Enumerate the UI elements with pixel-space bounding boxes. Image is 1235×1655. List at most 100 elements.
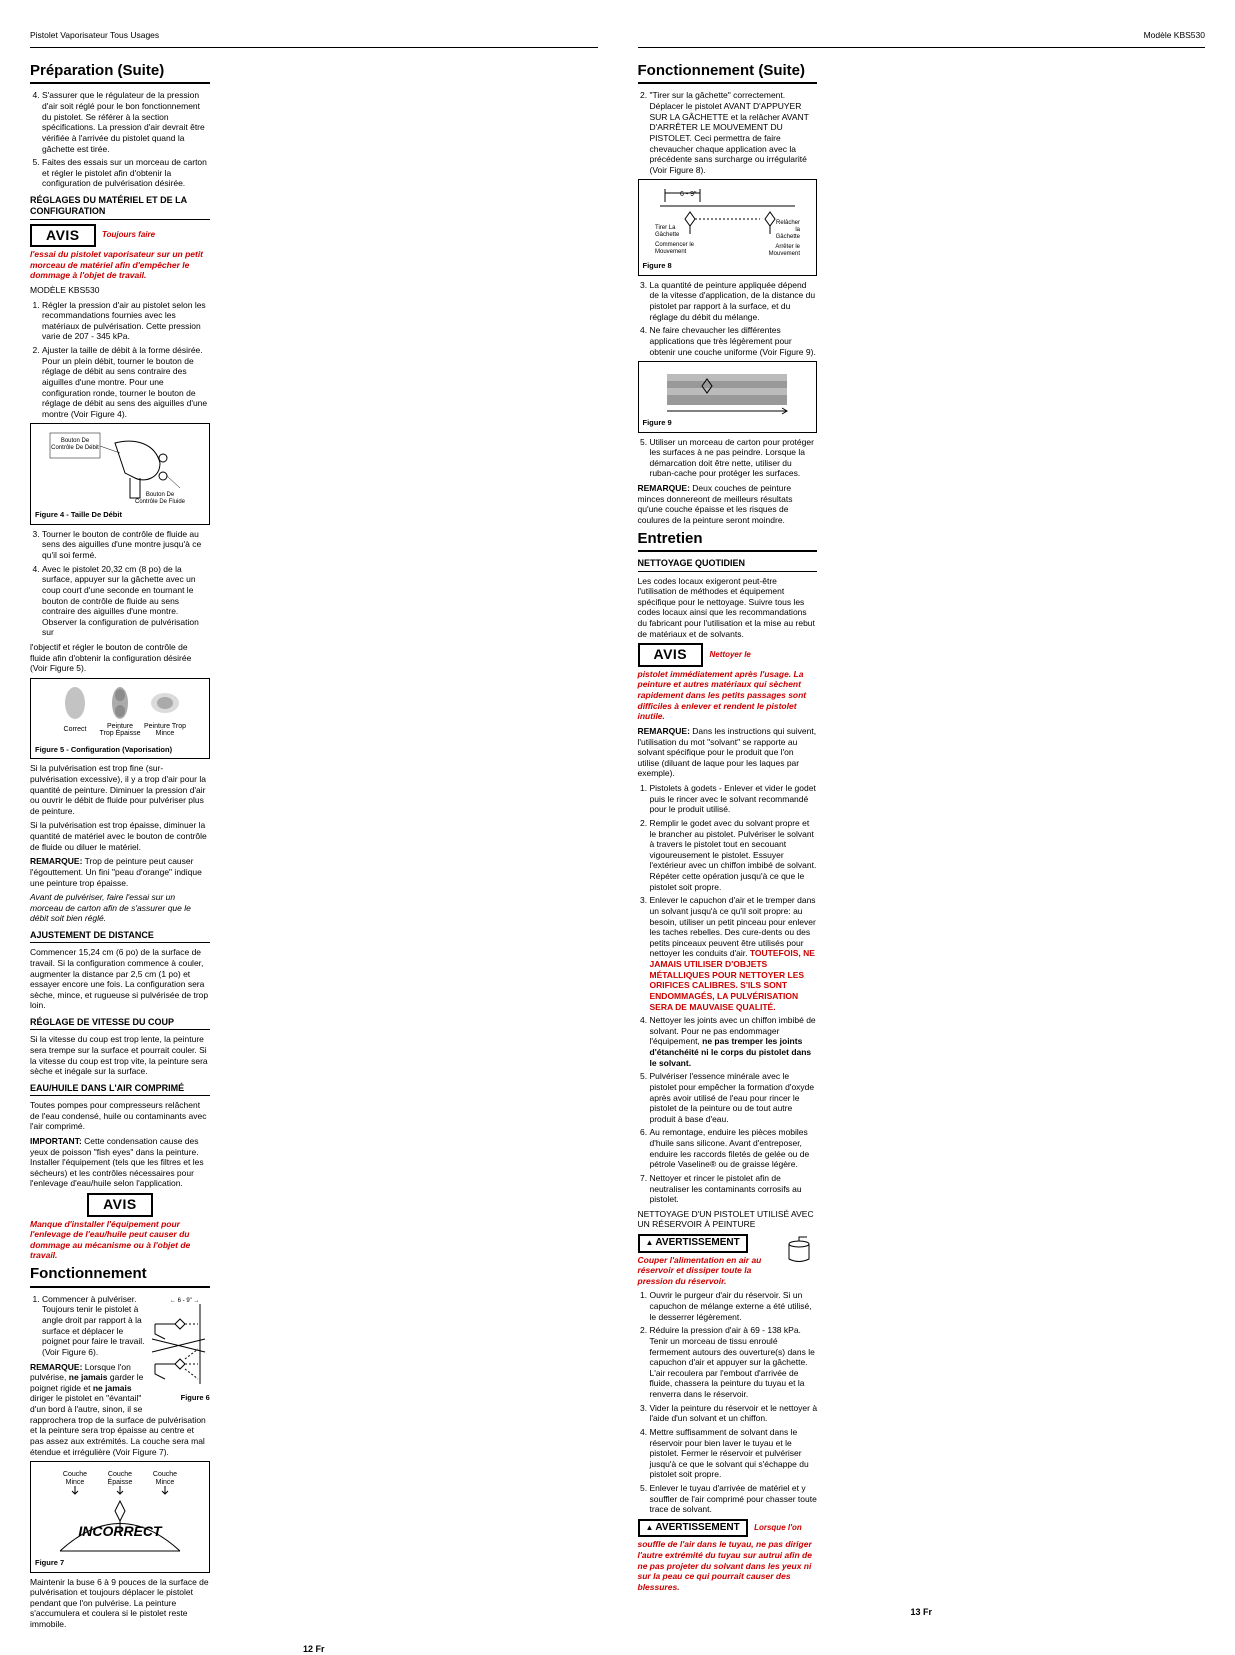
- body-text: Les codes locaux exigeront peut-être l'u…: [638, 576, 818, 640]
- fonct-list-cont2: Utiliser un morceau de carton pour proté…: [638, 437, 818, 480]
- list-item: Faites des essais sur un morceau de cart…: [42, 157, 210, 189]
- figure-8-caption: Figure 8: [643, 261, 813, 270]
- list-item: Avec le pistolet 20,32 cm (8 po) de la s…: [42, 564, 210, 638]
- svg-text:Relâcher: Relâcher: [776, 220, 800, 226]
- list-item: Remplir le godet avec du solvant propre …: [650, 818, 818, 892]
- list-item: Nettoyer et rincer le pistolet afin de n…: [650, 1173, 818, 1205]
- reglages-list: Régler la pression d'air au pistolet sel…: [30, 300, 210, 420]
- heading-fonctionnement: Fonctionnement: [30, 1265, 210, 1288]
- avis-block-1: AVIS Toujours faire l'essai du pistolet …: [30, 224, 210, 281]
- avis-label: AVIS: [638, 643, 704, 667]
- figure-4-svg: Bouton De Contrôle De Débit Bouton De Co…: [45, 428, 195, 508]
- list-item: "Tirer sur la gâchette" correctement. Dé…: [650, 90, 818, 175]
- page-columns: Fonctionnement (Suite) "Tirer sur la gâc…: [638, 58, 1206, 1597]
- svg-text:Couche: Couche: [108, 1471, 132, 1478]
- list-item: La quantité de peinture appliquée dépend…: [650, 280, 818, 323]
- figure-6: ← 6 - 9" → Figure 6: [150, 1294, 210, 1403]
- page-footer: 12 Fr: [30, 1644, 598, 1655]
- svg-text:Gâchette: Gâchette: [776, 234, 801, 240]
- svg-text:Trop Épaisse: Trop Épaisse: [99, 728, 140, 737]
- avis-text: pistolet immédiatement après l'usage. La…: [638, 669, 818, 722]
- svg-text:Épaisse: Épaisse: [107, 1477, 132, 1486]
- list-item: Utiliser un morceau de carton pour proté…: [650, 437, 818, 480]
- avert-text: souffle de l'air dans le tuyau, ne pas d…: [638, 1539, 818, 1592]
- svg-text:Bouton De: Bouton De: [146, 492, 175, 498]
- figure-5-svg: Correct Peinture Trop Épaisse Peinture T…: [45, 683, 195, 743]
- list-item: Pulvériser l'essence minérale avec le pi…: [650, 1071, 818, 1124]
- heading-fonctionnement-suite: Fonctionnement (Suite): [638, 62, 818, 85]
- svg-text:Mouvement: Mouvement: [655, 249, 687, 255]
- important-label: IMPORTANT:: [30, 1136, 82, 1146]
- body-text: Si la pulvérisation est trop épaisse, di…: [30, 820, 210, 852]
- page-spread: Pistolet Vaporisateur Tous Usages Prépar…: [30, 30, 1205, 934]
- avis-text: Manque d'installer l'équipement pour l'e…: [30, 1219, 210, 1262]
- avis-text: l'essai du pistolet vaporisateur sur un …: [30, 249, 210, 281]
- svg-text:Peinture Trop: Peinture Trop: [144, 723, 186, 730]
- nettoyage-list: Pistolets à godets - Enlever et vider le…: [638, 783, 818, 1205]
- avertissement-block-2: AVERTISSEMENT Lorsque l'on souffle de l'…: [638, 1519, 818, 1593]
- figure-8: 6 - 9" Tirer La Gâchette Commencer le Mo…: [638, 179, 818, 275]
- list-item: S'assurer que le régulateur de la pressi…: [42, 90, 210, 154]
- svg-text:Couche: Couche: [153, 1471, 177, 1478]
- avertissement-label: AVERTISSEMENT: [638, 1234, 748, 1253]
- figure-6-caption: Figure 6: [150, 1393, 210, 1402]
- avis-block-3: AVIS Nettoyer le pistolet immédiatement …: [638, 643, 818, 722]
- svg-text:Bouton De: Bouton De: [61, 438, 90, 444]
- remarque-label: REMARQUE:: [30, 1362, 82, 1372]
- prep-list: S'assurer que le régulateur de la pressi…: [30, 90, 210, 189]
- body-italic: Avant de pulvériser, faire l'essai sur u…: [30, 892, 210, 924]
- list-item: Enlever le tuyau d'arrivée de matériel e…: [650, 1483, 818, 1515]
- body-text: NETTOYAGE D'UN PISTOLET UTILISÉ AVEC UN …: [638, 1209, 818, 1230]
- page-columns: Préparation (Suite) S'assurer que le rég…: [30, 58, 598, 1634]
- figure-5-caption: Figure 5 - Configuration (Vaporisation): [35, 745, 205, 754]
- body-text: l'objectif et régler le bouton de contrô…: [30, 642, 210, 674]
- figure-7-caption: Figure 7: [35, 1558, 205, 1567]
- page-12: Pistolet Vaporisateur Tous Usages Prépar…: [30, 30, 598, 934]
- list-item: Au remontage, enduire les pièces mobiles…: [650, 1127, 818, 1170]
- svg-text:6 - 9": 6 - 9": [680, 191, 697, 198]
- svg-text:Peinture: Peinture: [107, 723, 133, 730]
- list-item: Régler la pression d'air au pistolet sel…: [42, 300, 210, 343]
- list-item: Pistolets à godets - Enlever et vider le…: [650, 783, 818, 815]
- svg-text:Mince: Mince: [66, 1479, 85, 1486]
- remarque-label: REMARQUE:: [638, 726, 690, 736]
- list-item: Tourner le bouton de contrôle de fluide …: [42, 529, 210, 561]
- heading-vitesse: RÉGLAGE DE VITESSE DU COUP: [30, 1017, 210, 1030]
- header-rule: [30, 47, 598, 48]
- svg-text:Mince: Mince: [156, 730, 175, 737]
- model-label: MODÈLE KBS530: [30, 285, 210, 296]
- svg-text:la: la: [795, 227, 800, 233]
- figure-9: Figure 9: [638, 361, 818, 432]
- svg-text:Contrôle De Fluide: Contrôle De Fluide: [135, 499, 186, 505]
- body-text: Commencer 15,24 cm (6 po) de la surface …: [30, 947, 210, 1011]
- heading-nettoyage: NETTOYAGE QUOTIDIEN: [638, 558, 818, 571]
- page-header: Pistolet Vaporisateur Tous Usages: [30, 30, 598, 41]
- body-text: Toutes pompes pour compresseurs relâchen…: [30, 1100, 210, 1132]
- avertissement-label: AVERTISSEMENT: [638, 1519, 748, 1538]
- body-text: REMARQUE: Deux couches de peinture mince…: [638, 483, 818, 526]
- header-rule: [638, 47, 1206, 48]
- list-item: Mettre suffisamment de solvant dans le r…: [650, 1427, 818, 1480]
- body-text: REMARQUE: Trop de peinture peut causer l…: [30, 856, 210, 888]
- body-text: REMARQUE: Dans les instructions qui suiv…: [638, 726, 818, 779]
- svg-text:Commencer le: Commencer le: [655, 242, 695, 248]
- avis-label: AVIS: [30, 224, 96, 248]
- heading-preparation: Préparation (Suite): [30, 62, 210, 85]
- svg-text:Mince: Mince: [156, 1479, 175, 1486]
- fonct-list-cont: La quantité de peinture appliquée dépend…: [638, 280, 818, 357]
- page-header: Modèle KBS530: [638, 30, 1206, 41]
- body-text: Maintenir la buse 6 à 9 pouces de la sur…: [30, 1577, 210, 1630]
- header-left: Pistolet Vaporisateur Tous Usages: [30, 30, 159, 41]
- list-item: Nettoyer les joints avec un chiffon imbi…: [650, 1015, 818, 1068]
- svg-text:Couche: Couche: [63, 1471, 87, 1478]
- heading-ajustement: AJUSTEMENT DE DISTANCE: [30, 930, 210, 943]
- list-item: Ne faire chevaucher les différentes appl…: [650, 325, 818, 357]
- heading-eau-huile: EAU/HUILE DANS L'AIR COMPRIMÉ: [30, 1083, 210, 1096]
- body-text: Si la vitesse du coup est trop lente, la…: [30, 1034, 210, 1077]
- figure-4: Bouton De Contrôle De Débit Bouton De Co…: [30, 423, 210, 524]
- figure-5: Correct Peinture Trop Épaisse Peinture T…: [30, 678, 210, 759]
- reglages-list-cont: Tourner le bouton de contrôle de fluide …: [30, 529, 210, 638]
- list-item: Réduire la pression d'air à 69 - 138 kPa…: [650, 1325, 818, 1399]
- svg-text:Tirer La: Tirer La: [655, 225, 676, 231]
- body-text: Si la pulvérisation est trop fine (sur-p…: [30, 763, 210, 816]
